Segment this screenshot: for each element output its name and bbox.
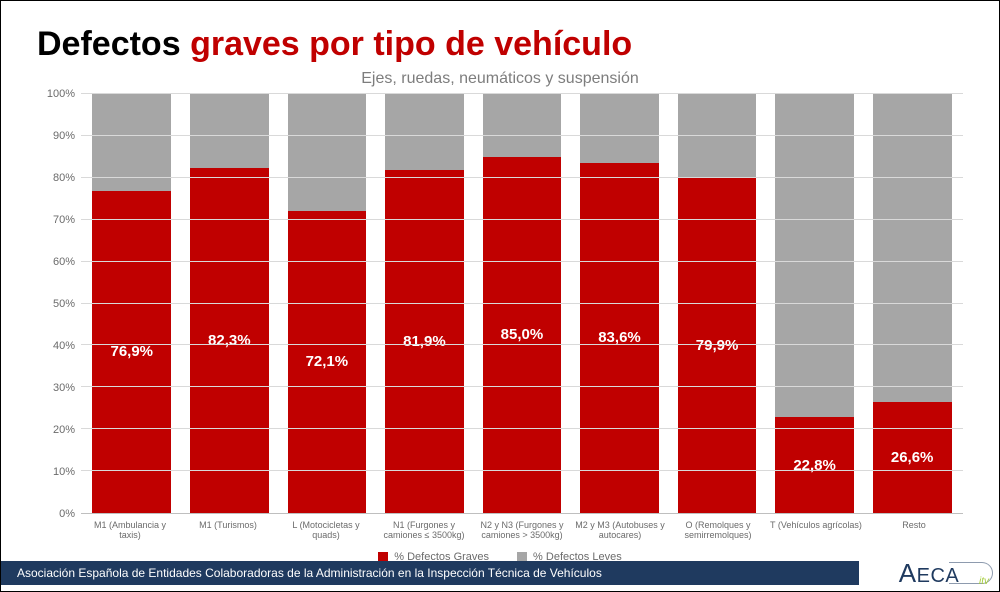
y-tick: 20% xyxy=(53,424,75,436)
bar-seg-leves xyxy=(483,94,562,157)
bar-seg-graves: 83,6% xyxy=(580,163,659,513)
bar-stack: 79,9% xyxy=(678,94,757,513)
bar-column: 82,3% xyxy=(181,94,277,513)
bar-stack: 26,6% xyxy=(873,94,952,513)
footer-text: Asociación Española de Entidades Colabor… xyxy=(17,566,602,580)
bar-value-label: 82,3% xyxy=(208,332,251,349)
x-axis-label: M1 (Turismos) xyxy=(180,520,276,541)
chart: 0%10%20%30%40%50%60%70%80%90%100% 76,9%8… xyxy=(37,94,963,514)
bar-seg-graves: 79,9% xyxy=(678,178,757,513)
grid-line xyxy=(81,261,963,262)
bar-stack: 72,1% xyxy=(288,94,367,513)
y-tick: 40% xyxy=(53,340,75,352)
x-axis-labels: M1 (Ambulancia y taxis)M1 (Turismos)L (M… xyxy=(37,514,963,541)
grid-line xyxy=(81,177,963,178)
x-axis-label: N2 y N3 (Furgones y camiones > 3500kg) xyxy=(474,520,570,541)
bar-column: 81,9% xyxy=(376,94,472,513)
x-axis-label: L (Motocicletas y quads) xyxy=(278,520,374,541)
bar-seg-graves: 26,6% xyxy=(873,402,952,513)
bar-column: 76,9% xyxy=(84,94,180,513)
footer-bar: Asociación Española de Entidades Colabor… xyxy=(1,561,859,585)
x-axis-label: M2 y M3 (Autobuses y autocares) xyxy=(572,520,668,541)
y-axis: 0%10%20%30%40%50%60%70%80%90%100% xyxy=(37,94,81,514)
y-tick: 70% xyxy=(53,214,75,226)
plot-area: 76,9% 82,3% 72,1% 81,9% 85,0% 83,6% 79,9% 22,8%… xyxy=(81,94,963,514)
title-red: graves por tipo de vehículo xyxy=(190,25,632,63)
bar-stack: 81,9% xyxy=(385,94,464,513)
y-tick: 100% xyxy=(47,88,75,100)
bar-value-label: 22,8% xyxy=(793,457,836,474)
grid-line xyxy=(81,93,963,94)
y-tick: 90% xyxy=(53,130,75,142)
y-tick: 30% xyxy=(53,382,75,394)
bar-seg-graves: 22,8% xyxy=(775,417,854,513)
bar-seg-leves xyxy=(190,94,269,168)
title-black: Defectos xyxy=(37,25,190,63)
bar-column: 79,9% xyxy=(669,94,765,513)
bar-seg-leves xyxy=(775,94,854,417)
bar-seg-graves: 81,9% xyxy=(385,170,464,513)
bar-seg-leves xyxy=(678,94,757,178)
bar-seg-graves: 72,1% xyxy=(288,211,367,513)
grid-line xyxy=(81,219,963,220)
grid-line xyxy=(81,303,963,304)
x-axis-label: T (Vehículos agrícolas) xyxy=(768,520,864,541)
bar-seg-leves xyxy=(288,94,367,211)
grid-line xyxy=(81,428,963,429)
bar-value-label: 81,9% xyxy=(403,333,446,350)
bar-column: 22,8% xyxy=(767,94,863,513)
bar-stack: 85,0% xyxy=(483,94,562,513)
bar-value-label: 26,6% xyxy=(891,449,934,466)
bar-column: 72,1% xyxy=(279,94,375,513)
bar-seg-leves xyxy=(873,94,952,402)
grid-line xyxy=(81,135,963,136)
page-title: Defectos graves por tipo de vehículo xyxy=(37,25,963,64)
bar-stack: 82,3% xyxy=(190,94,269,513)
x-axis-label: M1 (Ambulancia y taxis) xyxy=(82,520,178,541)
y-tick: 10% xyxy=(53,466,75,478)
bar-value-label: 79,9% xyxy=(696,337,739,354)
x-axis-label: Resto xyxy=(866,520,962,541)
logo-sub: itv xyxy=(979,576,989,587)
footer: Asociación Española de Entidades Colabor… xyxy=(1,555,999,591)
bar-column: 85,0% xyxy=(474,94,570,513)
slide: Defectos graves por tipo de vehículo Eje… xyxy=(0,0,1000,592)
y-tick: 60% xyxy=(53,256,75,268)
bar-value-label: 76,9% xyxy=(110,343,153,360)
y-tick: 50% xyxy=(53,298,75,310)
bar-stack: 83,6% xyxy=(580,94,659,513)
x-axis-label: N1 (Furgones y camiones ≤ 3500kg) xyxy=(376,520,472,541)
bars-row: 76,9% 82,3% 72,1% 81,9% 85,0% 83,6% 79,9% 22,8%… xyxy=(81,94,963,513)
bar-column: 26,6% xyxy=(864,94,960,513)
bar-column: 83,6% xyxy=(572,94,668,513)
bar-stack: 22,8% xyxy=(775,94,854,513)
bar-seg-graves: 76,9% xyxy=(92,191,171,513)
aeca-logo: AECA itv xyxy=(859,555,999,591)
y-tick: 0% xyxy=(59,508,75,520)
y-tick: 80% xyxy=(53,172,75,184)
chart-subtitle: Ejes, ruedas, neumáticos y suspensión xyxy=(37,70,963,88)
bar-seg-leves xyxy=(385,94,464,170)
x-axis-label: O (Remolques y semirremolques) xyxy=(670,520,766,541)
bar-value-label: 72,1% xyxy=(306,353,349,370)
bar-value-label: 85,0% xyxy=(501,326,544,343)
grid-line xyxy=(81,344,963,345)
bar-stack: 76,9% xyxy=(92,94,171,513)
grid-line xyxy=(81,386,963,387)
bar-seg-leves xyxy=(580,94,659,163)
bar-seg-graves: 82,3% xyxy=(190,168,269,513)
grid-line xyxy=(81,470,963,471)
bar-seg-graves: 85,0% xyxy=(483,157,562,513)
